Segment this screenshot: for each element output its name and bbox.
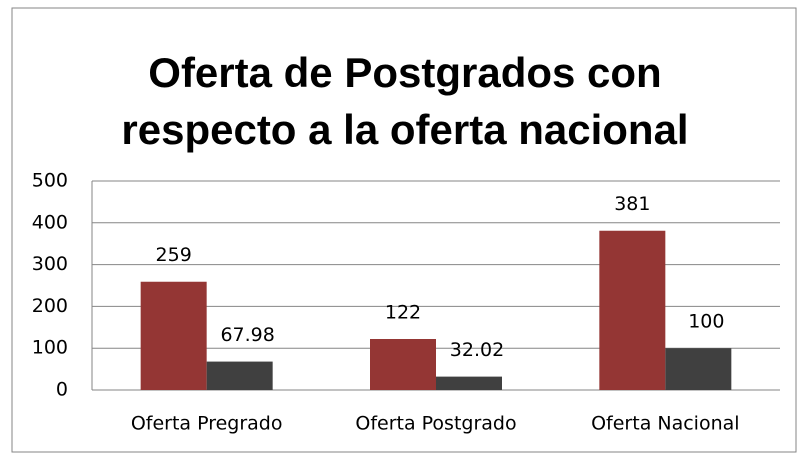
bar — [370, 339, 436, 390]
bar — [140, 281, 207, 390]
data-label: 32.02 — [450, 339, 504, 361]
data-label: 381 — [614, 193, 650, 215]
x-tick-label: Oferta Pregrado — [131, 413, 283, 435]
bar — [599, 230, 666, 390]
y-tick-label: 100 — [32, 337, 68, 359]
y-tick-label: 0 — [56, 379, 68, 401]
y-tick-label: 300 — [32, 253, 68, 275]
bar — [436, 376, 502, 390]
y-tick-label: 500 — [32, 170, 68, 192]
data-label: 67.98 — [220, 324, 274, 346]
chart-title: Oferta de Postgrados con respecto a la o… — [121, 49, 689, 153]
data-label: 259 — [156, 244, 192, 266]
x-tick-label: Oferta Postgrado — [355, 413, 516, 435]
y-tick-label: 200 — [32, 295, 68, 317]
bar — [665, 348, 732, 390]
data-label: 122 — [385, 302, 421, 324]
data-label: 100 — [688, 311, 724, 333]
y-tick-label: 400 — [32, 211, 68, 233]
bar — [206, 361, 273, 390]
x-tick-label: Oferta Nacional — [591, 413, 739, 435]
